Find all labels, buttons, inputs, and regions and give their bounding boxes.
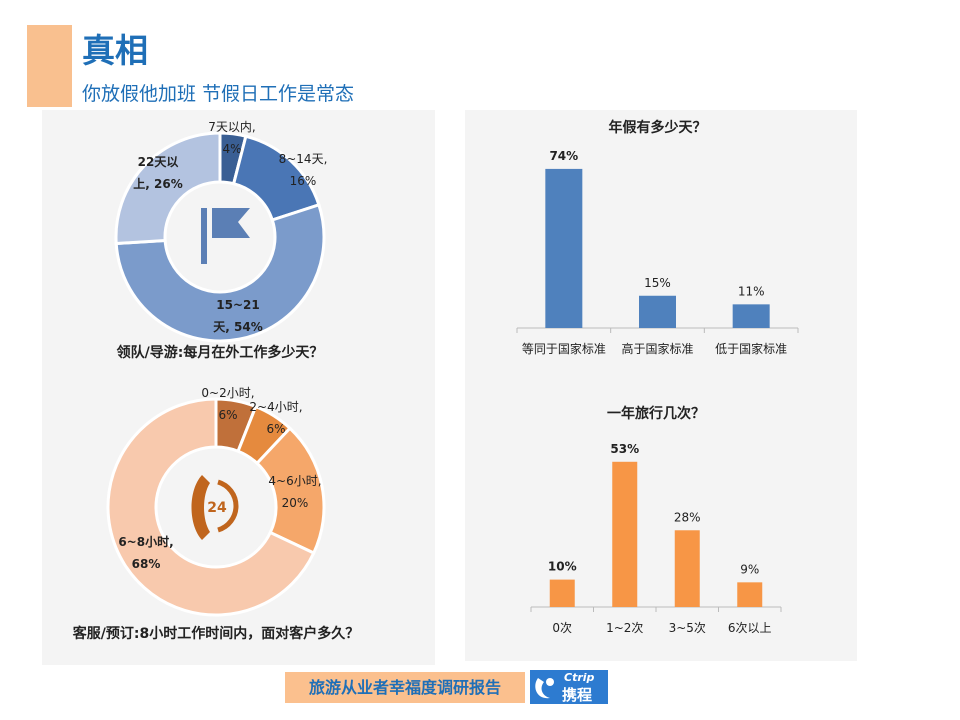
footer-banner: 旅游从业者幸福度调研报告: [285, 672, 525, 703]
donut-slice-3: [114, 202, 326, 343]
chart-title: 年假有多少天？: [609, 119, 707, 136]
slice-value: 68%: [132, 557, 161, 571]
slice-value: 20%: [282, 496, 309, 510]
right-panel: [465, 110, 857, 661]
chart-title: 领队/导游:每月在外工作多少天？: [117, 344, 324, 361]
donut-slice-4: [106, 397, 316, 617]
slice-value: 4%: [222, 142, 241, 156]
logo-en: Ctrip: [564, 671, 595, 684]
slice-value: 6%: [218, 408, 237, 422]
x-tick-label: 低于国家标准: [715, 341, 787, 356]
bar-3: [732, 304, 770, 328]
bar-value-label: 10%: [548, 560, 577, 574]
chart-title: 客服/预订:8小时工作时间内，面对客户多久？: [72, 625, 359, 642]
bar-2: [612, 461, 638, 607]
bar-2: [639, 295, 676, 328]
x-tick-label: 等同于国家标准: [522, 341, 606, 356]
bar-value-label: 15%: [644, 276, 671, 290]
x-tick-label: 高于国家标准: [621, 341, 693, 356]
slice-value: 16%: [290, 174, 317, 188]
bar-value-label: 53%: [610, 442, 639, 456]
bar-3: [674, 530, 700, 607]
bar-1: [545, 168, 583, 328]
phone-24-text: 24: [207, 500, 227, 516]
page-subtitle: 你放假他加班 节假日工作是常态: [82, 83, 355, 105]
chart-title: 一年旅行几次？: [607, 405, 705, 422]
flag-pole: [201, 208, 207, 264]
page-title: 真相: [82, 31, 148, 70]
bar-value-label: 9%: [740, 562, 759, 576]
x-tick-label: 0次: [552, 621, 572, 635]
dolphin-icon: [535, 678, 554, 699]
flag-icon: [201, 208, 250, 264]
flag-cloth: [212, 208, 250, 238]
bar-1: [549, 579, 575, 607]
slice-label: 22天以: [138, 155, 179, 169]
slice-label: 4~6小时,: [268, 474, 321, 488]
bar-value-label: 28%: [674, 510, 701, 524]
slice-label: 6~8小时,: [118, 534, 173, 549]
slice-label: 0~2小时,: [201, 386, 254, 400]
donut-slice-4: [114, 131, 222, 246]
slice-label: 8~14天,: [279, 152, 328, 166]
phone-24-icon: [191, 475, 239, 540]
bar-value-label: 11%: [738, 284, 765, 298]
x-tick-label: 3~5次: [669, 621, 706, 635]
slice-label: 7天以内,: [208, 120, 255, 134]
slice-value: 天, 54%: [213, 320, 262, 334]
x-tick-label: 1~2次: [606, 621, 643, 635]
ctrip-logo: Ctrip 携程: [530, 670, 608, 704]
bar-value-label: 74%: [549, 149, 578, 163]
x-tick-label: 6次以上: [728, 621, 772, 635]
accent-bar: [27, 25, 72, 107]
logo-cn: 携程: [562, 686, 593, 704]
slice-value: 6%: [266, 422, 285, 436]
slice-label: 2~4小时,: [249, 400, 302, 414]
phone-arc: [217, 479, 239, 533]
slice-label: 15~21: [216, 298, 259, 312]
phone-handset: [191, 475, 210, 540]
bar-4: [737, 582, 763, 607]
slice-value: 上, 26%: [133, 176, 182, 191]
